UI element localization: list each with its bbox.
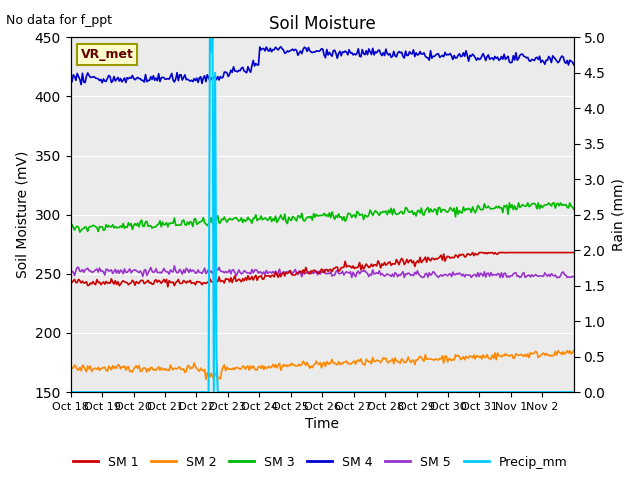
Line: SM 4: SM 4 xyxy=(70,47,573,84)
SM 2 xyxy=(570,348,577,354)
Text: VR_met: VR_met xyxy=(81,48,134,61)
Y-axis label: Rain (mm): Rain (mm) xyxy=(611,178,625,251)
SM 3 xyxy=(570,206,577,212)
Line: Precip_mm: Precip_mm xyxy=(70,37,573,392)
SM 1 xyxy=(100,279,108,285)
SM 3 xyxy=(568,204,576,210)
SM 2 xyxy=(67,367,74,372)
SM 1 xyxy=(570,250,577,255)
SM 5 xyxy=(171,263,179,269)
Line: SM 2: SM 2 xyxy=(70,351,573,379)
Precip_mm xyxy=(67,389,74,395)
SM 1 xyxy=(67,278,74,284)
SM 2 xyxy=(427,356,435,361)
SM 1 xyxy=(503,250,511,255)
SM 4 xyxy=(428,55,436,61)
SM 2 xyxy=(202,376,210,382)
SM 2 xyxy=(84,363,92,369)
SM 4 xyxy=(101,78,109,84)
Line: SM 3: SM 3 xyxy=(70,203,573,232)
SM 1 xyxy=(327,267,335,273)
SM 5 xyxy=(327,269,335,275)
SM 5 xyxy=(84,265,92,271)
SM 2 xyxy=(100,365,108,371)
SM 4 xyxy=(77,82,85,87)
Y-axis label: Soil Moisture (mV): Soil Moisture (mV) xyxy=(15,151,29,278)
Precip_mm xyxy=(427,389,435,395)
SM 3 xyxy=(67,228,74,233)
Line: SM 1: SM 1 xyxy=(70,252,573,287)
SM 5 xyxy=(348,275,356,280)
SM 3 xyxy=(85,224,93,230)
Precip_mm xyxy=(100,389,108,395)
Text: No data for f_ppt: No data for f_ppt xyxy=(6,14,113,27)
SM 1 xyxy=(427,258,435,264)
SM 4 xyxy=(568,59,576,65)
Precip_mm xyxy=(570,389,577,395)
SM 4 xyxy=(328,53,336,59)
Line: SM 5: SM 5 xyxy=(70,266,573,277)
Precip_mm xyxy=(327,389,335,395)
SM 1 xyxy=(468,250,476,255)
Precip_mm xyxy=(84,389,92,395)
SM 4 xyxy=(570,62,577,68)
SM 3 xyxy=(427,206,435,212)
SM 1 xyxy=(84,283,92,288)
SM 2 xyxy=(568,350,576,356)
Precip_mm xyxy=(567,389,575,395)
Title: Soil Moisture: Soil Moisture xyxy=(269,15,376,33)
Precip_mm xyxy=(206,35,214,40)
SM 5 xyxy=(570,274,577,280)
SM 3 xyxy=(101,227,109,233)
SM 5 xyxy=(100,269,108,275)
SM 2 xyxy=(554,348,562,354)
SM 3 xyxy=(327,215,335,221)
SM 5 xyxy=(503,274,511,280)
SM 5 xyxy=(428,271,436,277)
SM 2 xyxy=(327,360,335,365)
SM 5 xyxy=(568,274,576,279)
SM 4 xyxy=(85,72,93,78)
SM 5 xyxy=(67,266,74,272)
Legend: SM 1, SM 2, SM 3, SM 4, SM 5, Precip_mm: SM 1, SM 2, SM 3, SM 4, SM 5, Precip_mm xyxy=(68,451,572,474)
SM 3 xyxy=(502,204,509,210)
SM 4 xyxy=(277,44,285,49)
SM 3 xyxy=(76,229,84,235)
SM 2 xyxy=(502,351,509,357)
SM 1 xyxy=(164,284,172,289)
SM 3 xyxy=(506,200,513,206)
SM 4 xyxy=(503,55,511,61)
X-axis label: Time: Time xyxy=(305,418,339,432)
Precip_mm xyxy=(502,389,509,395)
SM 1 xyxy=(568,250,576,255)
SM 4 xyxy=(67,77,74,83)
